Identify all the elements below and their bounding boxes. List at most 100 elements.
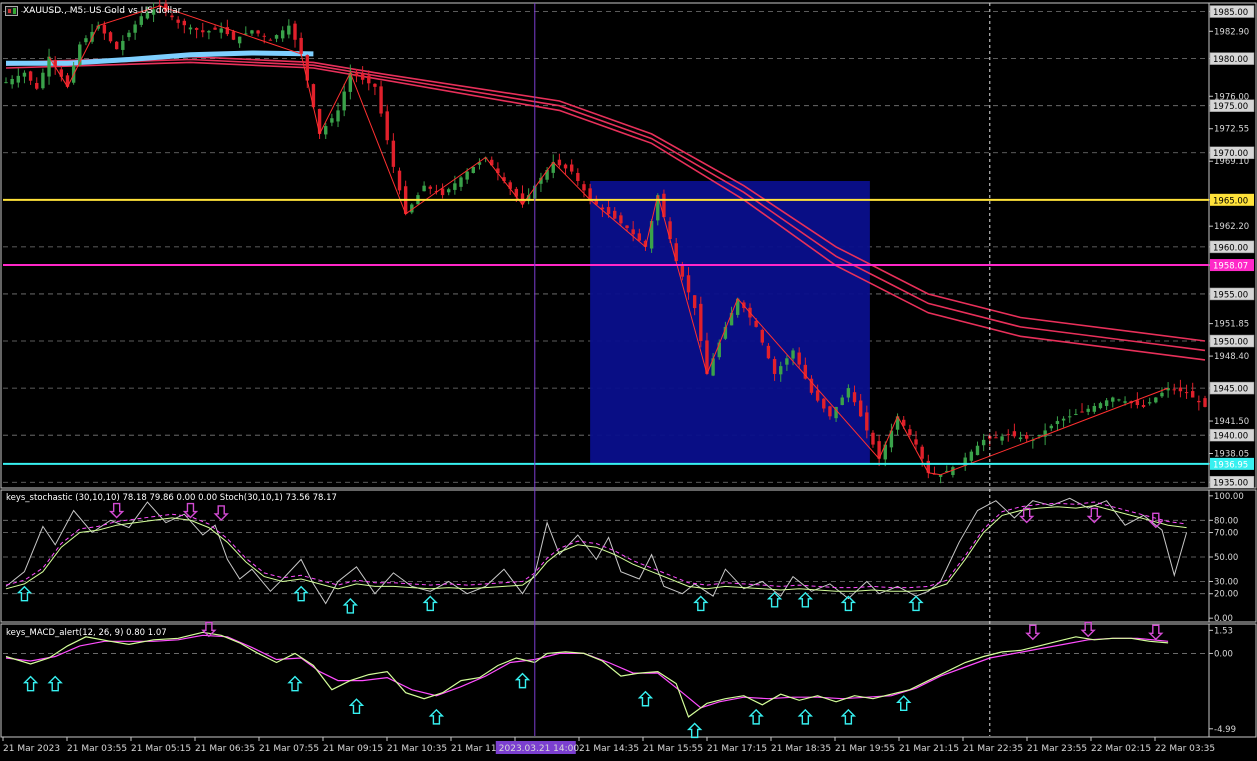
bull-candle [1018,437,1023,440]
bear-candle [428,186,432,189]
price-grid-tag [1209,5,1255,18]
price-axis-label: 1951.85 [1214,320,1249,330]
bear-candle [908,429,912,436]
bear-candle [397,170,402,191]
bull-candle [244,33,248,35]
bear-candle [877,441,881,459]
bear-candle [815,390,820,401]
bull-candle [459,177,463,187]
bear-candle [1135,400,1140,406]
bull-candle [1043,430,1047,437]
moving-average-line-ma_b [5,58,1206,352]
time-axis-label: 21 Mar 14:35 [579,744,639,754]
bear-candle [902,419,906,426]
macd-up-arrow [896,695,912,711]
bear-candle [613,210,617,219]
bull-candle [250,30,254,34]
time-axis-label: 21 Mar 19:55 [835,744,895,754]
stochastic-panel: 100.00 80.00 70.00 50.00 30.00 20.00 0.00 [0,489,1257,624]
time-axis-label: 21 Mar 11:55 [451,744,511,754]
macd-up-arrow [797,708,814,725]
bear-candle [1184,392,1189,394]
bull-candle [889,430,894,448]
fast-moving-average-band [6,50,314,66]
macd-up-arrow [840,708,857,725]
bear-candle [102,24,107,34]
bear-candle [1141,405,1146,407]
bull-candle [127,32,131,38]
price-grid-tag-label: 1935.00 [1213,479,1248,489]
price-grid-tag [1209,287,1255,301]
bull-candle [1147,402,1152,404]
crosshair-time-tag [495,741,576,754]
bear-candle [582,184,586,191]
price-level-tag-label: 1936.95 [1213,460,1248,470]
bear-candle [797,352,801,365]
price-grid-tag-label: 1980.00 [1213,55,1248,65]
bull-candle [477,162,482,165]
bull-candle [1061,418,1066,421]
bear-candle [508,182,512,189]
bear-candle [674,243,678,262]
time-axis-label: 21 Mar 18:35 [771,744,831,754]
bull-candle [711,358,715,376]
bull-candle [779,366,783,375]
macd-down-arrow [1080,621,1096,638]
bull-candle [1160,392,1164,397]
bull-candle [1104,400,1109,406]
time-axis-label: 21 Mar 07:55 [259,744,319,754]
bear-candle [317,108,322,134]
bull-candle [649,220,654,249]
time-axis-label: 21 Mar 21:15 [899,744,959,754]
time-axis-label: 21 Mar 23:55 [1027,744,1087,754]
bear-candle [1197,400,1201,403]
price-panel-border [0,2,1257,489]
price-axis-label: 1969.10 [1214,157,1249,167]
bear-candle [367,75,371,84]
moving-average-line-ma_c [5,61,1206,361]
bear-candle [256,30,260,34]
bull-candle [133,24,137,33]
bull-candle [1111,397,1115,402]
stochastic-up-arrow [342,597,359,614]
price-grid-tag-label: 1970.00 [1213,149,1248,159]
bear-candle [576,172,580,181]
time-axis-label: 21 Mar 09:15 [323,744,383,754]
macd-up-arrow [348,698,365,715]
time-axis-label: 21 Mar 03:55 [67,744,127,754]
time-axis-label: 21 Mar 17:15 [707,744,767,754]
stochastic-axis-label: 80.00 [1214,516,1238,526]
chart-window-icon[interactable] [5,6,18,16]
bear-candle [354,73,359,77]
bull-candle [139,16,143,25]
bull-candle [791,350,795,359]
bull-candle [539,177,543,184]
stochastic-down-arrow [213,505,229,521]
bull-candle [342,91,346,111]
bull-candle [729,312,734,326]
bear-candle [680,264,685,277]
price-level-tag [1210,259,1254,272]
macd-up-arrow [287,675,303,692]
bear-candle [170,15,174,18]
time-axis-label: 21 Mar 05:15 [131,744,191,754]
stochastic-up-arrow [840,595,857,612]
bear-candle [772,359,777,374]
bull-candle [274,35,279,39]
bear-candle [385,111,389,141]
stochastic-signal-line [5,505,1187,592]
time-axis-label: 21 Mar 15:55 [643,744,703,754]
macd-down-arrow [1148,624,1164,641]
bull-candle [287,25,291,35]
moving-average-line-ma_a [5,55,1206,342]
bear-candle [1024,435,1029,439]
stochastic-axis-label: 20.00 [1214,590,1238,600]
bear-candle [803,364,808,379]
bear-candle [176,19,180,23]
bear-candle [662,193,666,218]
bull-candle [723,326,728,339]
bull-candle [981,439,986,446]
bear-candle [440,188,445,196]
